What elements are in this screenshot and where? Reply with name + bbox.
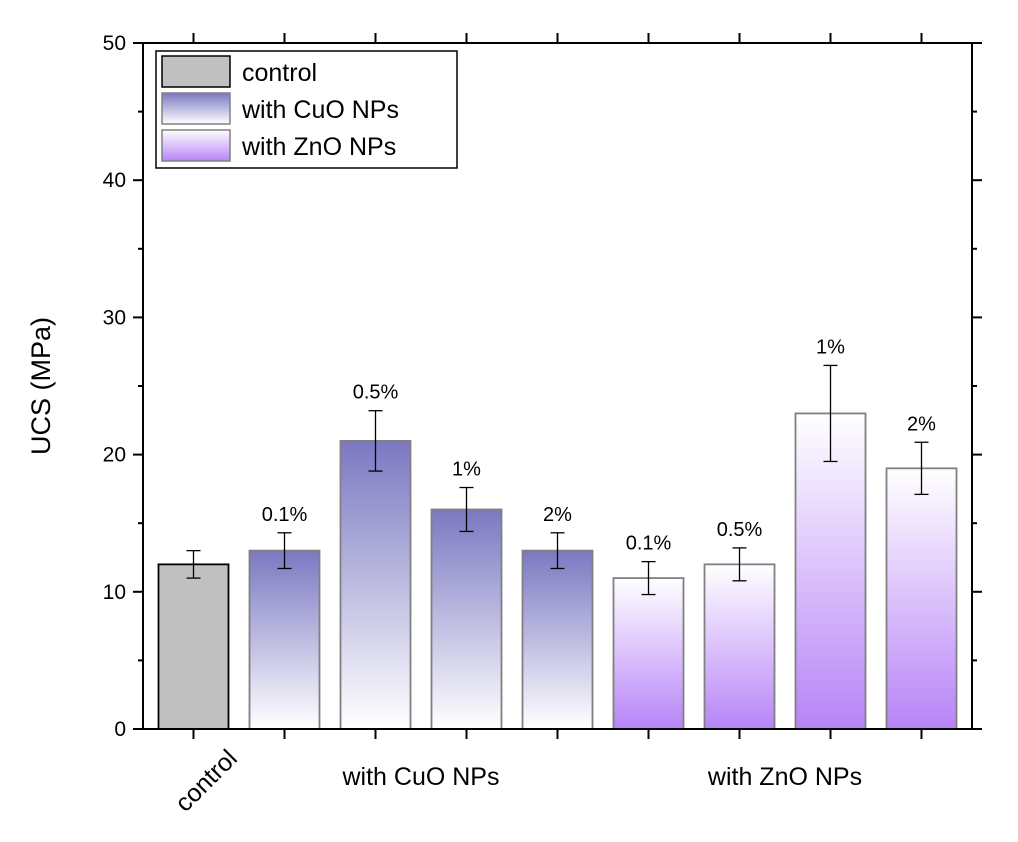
x-axis bbox=[192, 33, 923, 739]
bar-control bbox=[157, 563, 230, 730]
bar-zno-0_1pct bbox=[612, 577, 685, 730]
y-tick-label: 30 bbox=[103, 306, 126, 329]
legend: control with CuO NPs with ZnO NPs bbox=[155, 50, 458, 169]
y-tick-label: 10 bbox=[103, 581, 126, 604]
legend-swatch-zno bbox=[161, 129, 231, 162]
legend-label-control: control bbox=[242, 59, 317, 87]
legend-label-zno: with ZnO NPs bbox=[241, 133, 396, 161]
y-tick-label: 50 bbox=[103, 32, 126, 55]
bar-cuo-2pct bbox=[521, 549, 594, 730]
bar-zno-2pct bbox=[885, 467, 958, 730]
data-label: 2% bbox=[543, 504, 572, 526]
y-axis: 0 10 20 30 40 50 bbox=[103, 32, 982, 741]
data-label: 0.5% bbox=[353, 382, 399, 404]
data-label: 0.1% bbox=[626, 533, 672, 555]
bar-cuo-0_1pct bbox=[248, 549, 321, 730]
bar-cuo-1pct bbox=[430, 508, 503, 730]
legend-swatch-cuo bbox=[161, 92, 231, 125]
data-label: 0.1% bbox=[262, 504, 308, 526]
group-label: with ZnO NPs bbox=[707, 763, 862, 791]
y-axis-title: UCS (MPa) bbox=[26, 317, 56, 455]
data-label: 1% bbox=[816, 336, 845, 358]
group-labels: control with CuO NPs with ZnO NPs bbox=[170, 744, 862, 817]
y-tick-label: 0 bbox=[114, 718, 126, 741]
legend-swatch-control bbox=[161, 55, 231, 88]
y-tick-label: 20 bbox=[103, 444, 126, 467]
group-label: with CuO NPs bbox=[342, 763, 500, 791]
data-label: 0.5% bbox=[717, 519, 763, 541]
y-tick-label: 40 bbox=[103, 169, 126, 192]
data-label: 2% bbox=[907, 413, 936, 435]
bar-zno-0_5pct bbox=[703, 563, 776, 730]
bar-zno-1pct bbox=[794, 412, 867, 730]
data-label: 1% bbox=[452, 459, 481, 481]
bars-layer: 0.1% 0.5% 1% 2% 0.1% 0.5% 1% 2% bbox=[157, 336, 958, 730]
group-label-control: control bbox=[170, 744, 243, 817]
legend-label-cuo: with CuO NPs bbox=[241, 96, 399, 124]
bar-cuo-0_5pct bbox=[339, 439, 412, 730]
